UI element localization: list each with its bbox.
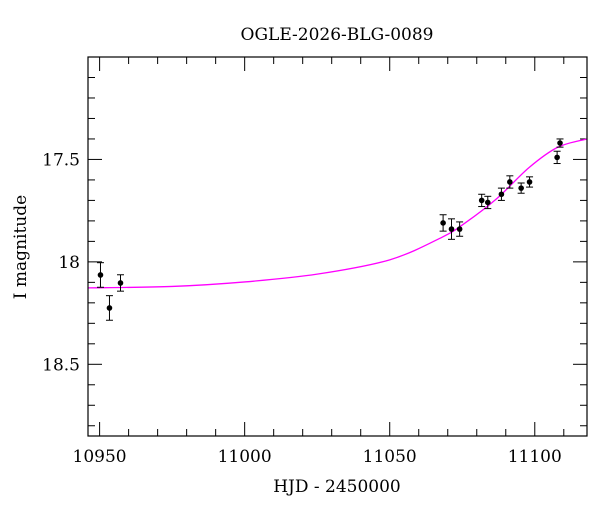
- x-tick-label: 11000: [218, 447, 272, 467]
- y-axis-label: I magnitude: [11, 195, 31, 299]
- point-marker: [518, 185, 524, 191]
- data-point: [478, 193, 486, 208]
- x-tick-label: 11050: [363, 447, 417, 467]
- point-marker: [526, 179, 533, 185]
- point-marker: [97, 272, 104, 278]
- data-points-group: [96, 138, 564, 321]
- point-marker: [554, 154, 560, 161]
- data-point: [116, 274, 124, 292]
- data-point: [526, 176, 534, 188]
- axis-ticks: [88, 56, 587, 436]
- data-point: [484, 195, 492, 210]
- tick-labels: 10950 11000 11050 11100 17.5 18 18.5: [42, 150, 562, 467]
- point-marker: [106, 305, 113, 311]
- point-marker: [507, 179, 513, 185]
- chart-title: OGLE-2026-BLG-0089: [241, 25, 434, 45]
- point-marker: [478, 197, 485, 204]
- x-axis-label: HJD - 2450000: [273, 477, 401, 497]
- data-point: [105, 295, 113, 321]
- data-point: [517, 182, 525, 194]
- data-point: [556, 138, 564, 148]
- data-point: [456, 221, 464, 237]
- point-marker: [456, 226, 463, 232]
- y-tick-label: 18.5: [42, 355, 80, 375]
- data-point: [96, 262, 104, 288]
- y-tick-label: 18: [58, 253, 80, 273]
- plot-frame: [87, 56, 588, 437]
- x-tick-label: 11100: [508, 447, 562, 467]
- data-point: [439, 214, 447, 232]
- point-marker: [484, 199, 491, 206]
- point-marker: [498, 191, 505, 198]
- model-curve-group: [87, 138, 588, 289]
- data-point: [553, 150, 561, 165]
- data-point: [448, 218, 456, 240]
- model-curve: [87, 138, 588, 289]
- point-marker: [440, 220, 446, 226]
- point-marker: [448, 226, 455, 232]
- data-point: [497, 187, 505, 201]
- point-marker: [557, 140, 563, 146]
- point-marker: [117, 280, 124, 286]
- data-point: [506, 175, 514, 189]
- y-tick-label: 17.5: [42, 150, 80, 170]
- x-tick-label: 10950: [73, 447, 127, 467]
